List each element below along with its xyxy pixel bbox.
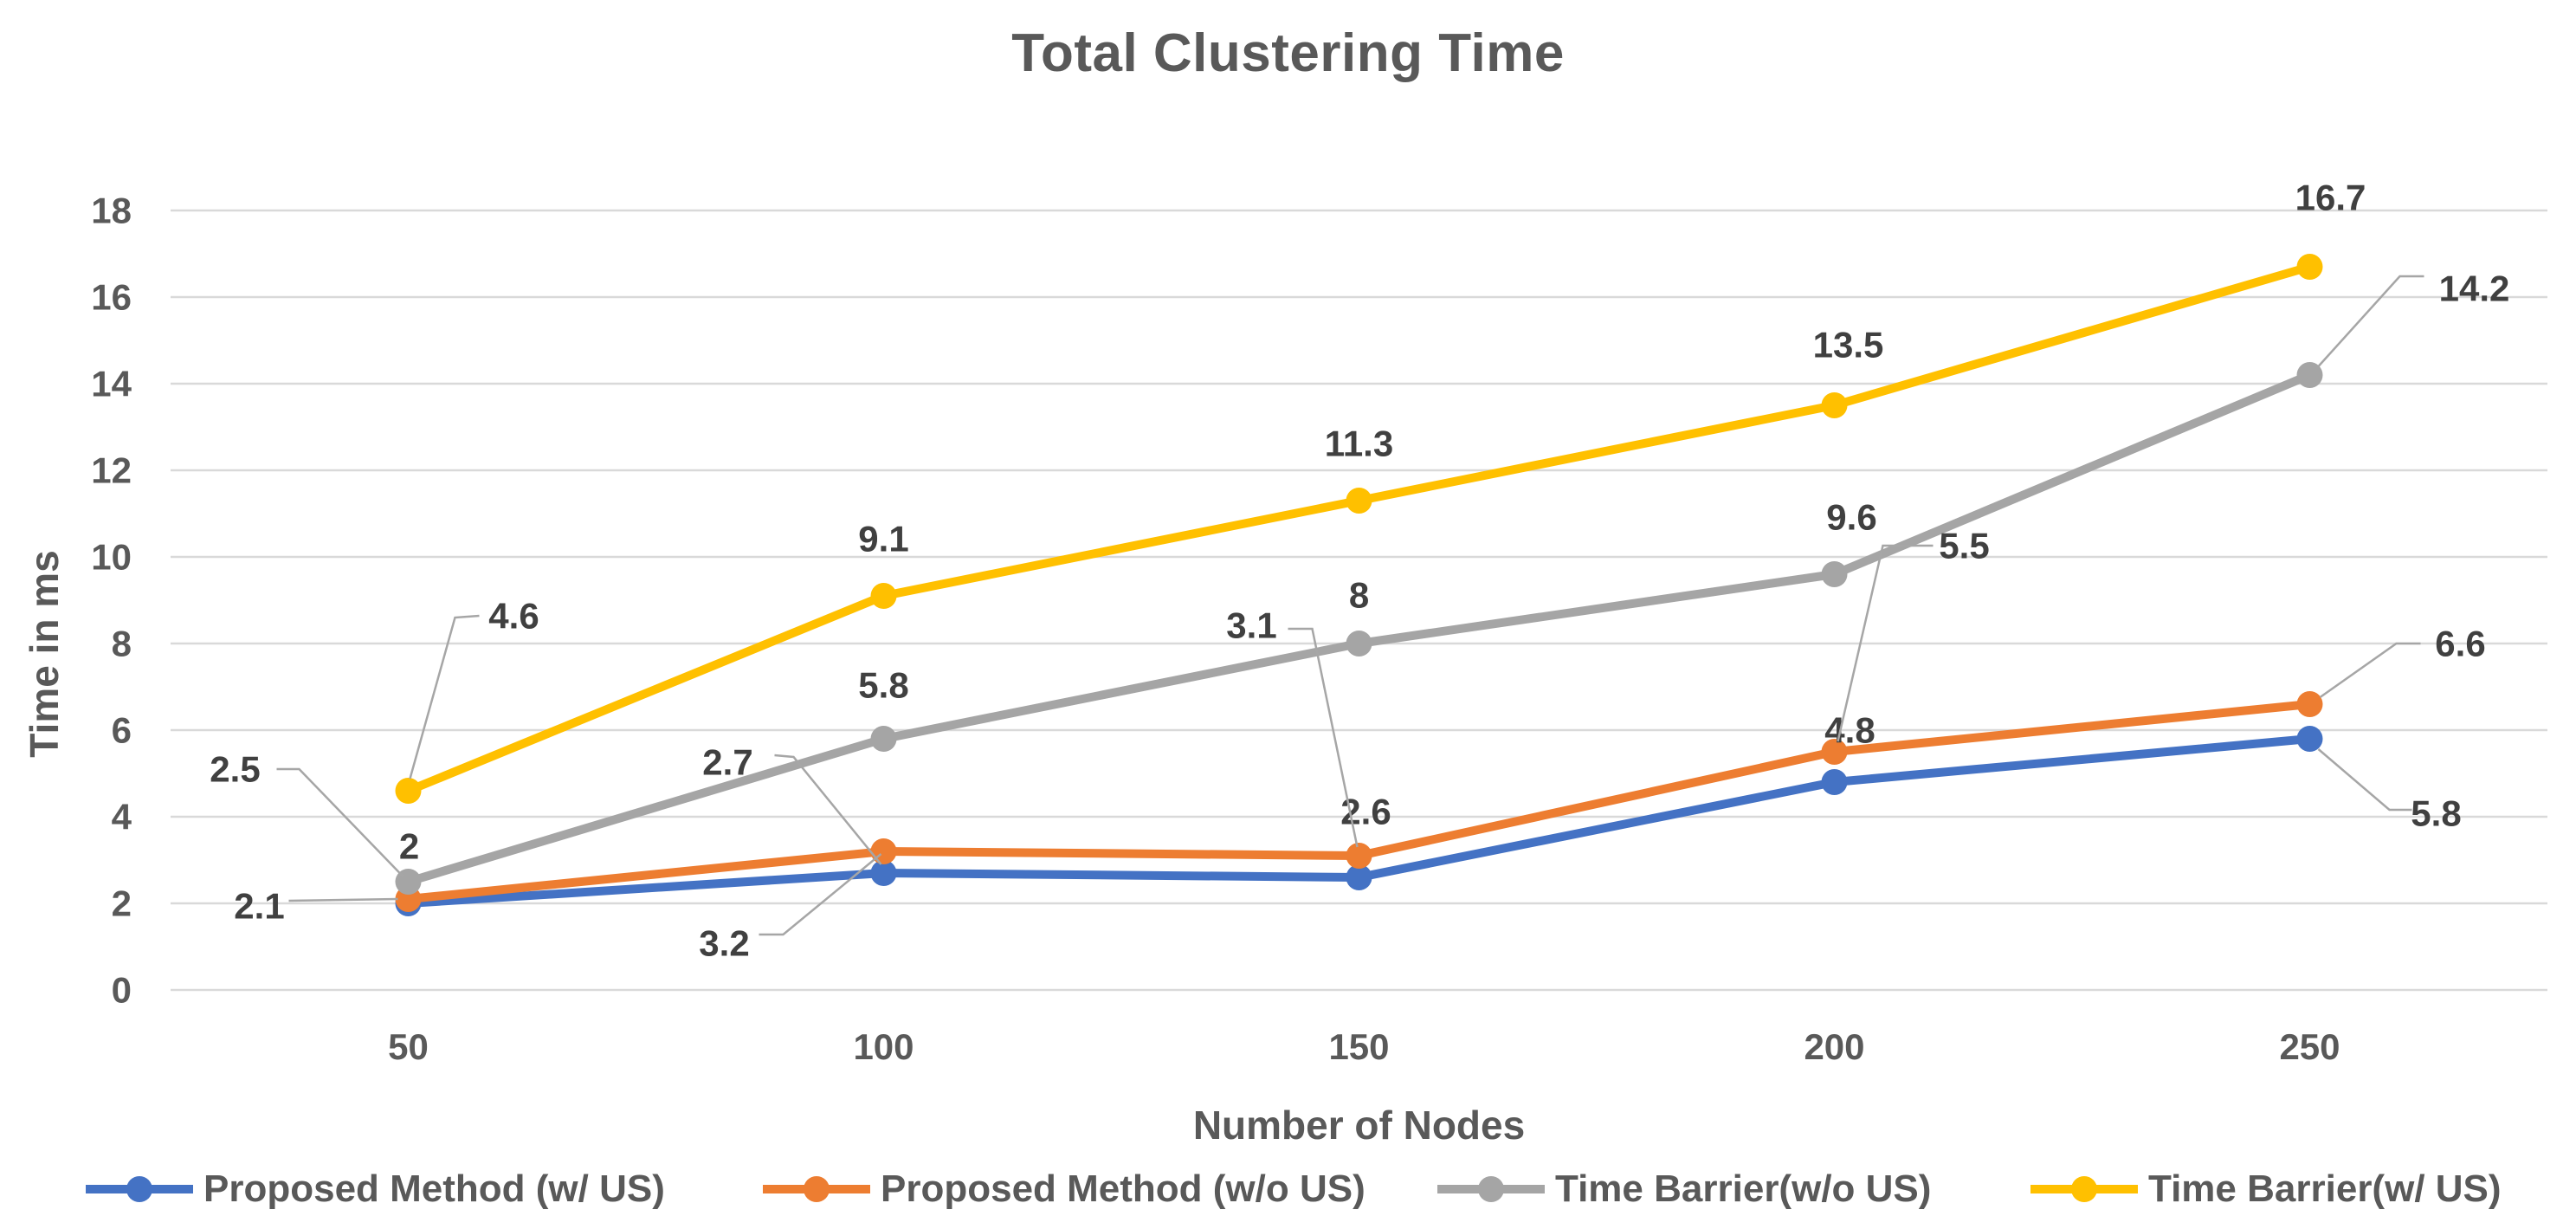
data-label-leader-proposed-method-w-us [2317,748,2412,812]
data-label-proposed-method-w-us: 2 [399,826,419,867]
data-point-proposed-method-w-us [1346,864,1372,890]
y-tick-label: 16 [91,277,132,318]
data-label-proposed-method-w-us: 4.8 [1824,710,1875,751]
x-tick-label: 100 [853,1026,914,1067]
data-label-leader-proposed-method-w-o-us [1837,544,1934,742]
data-label-proposed-method-w-us: 5.8 [2411,793,2461,834]
data-label-proposed-method-w-o-us: 2.1 [234,886,284,927]
data-label-proposed-method-w-o-us: 6.6 [2435,624,2485,664]
data-point-proposed-method-w-o-us [1346,843,1372,869]
y-tick-label: 2 [112,883,132,924]
data-label-time-barrier-w-o-us: 9.6 [1826,497,1876,538]
data-point-proposed-method-w-us [870,860,897,886]
data-label-leader-time-barrier-w-o-us [2317,275,2424,367]
x-tick-label: 150 [1328,1026,1389,1067]
data-label-time-barrier-w-o-us: 14.2 [2439,268,2510,309]
y-tick-label: 4 [112,797,132,838]
y-tick-label: 0 [112,970,132,1011]
data-label-time-barrier-w-o-us: 8 [1349,575,1369,616]
data-label-proposed-method-w-o-us: 3.2 [699,923,749,964]
data-label-proposed-method-w-o-us: 5.5 [1939,526,1989,566]
data-label-proposed-method-w-o-us: 3.1 [1226,605,1276,646]
data-label-time-barrier-w-us: 4.6 [488,596,539,637]
data-point-time-barrier-w-o-us [2296,362,2323,388]
data-point-time-barrier-w-o-us [870,726,897,752]
y-tick-label: 10 [91,537,132,578]
data-label-leader-proposed-method-w-o-us [1288,627,1359,848]
data-label-leader-proposed-method-w-o-us [759,853,882,936]
y-tick-label: 14 [91,364,132,404]
data-label-leader-time-barrier-w-us [409,614,480,779]
data-label-time-barrier-w-us: 11.3 [1325,424,1393,464]
data-label-leader-proposed-method-w-us [774,754,882,865]
data-label-leader-proposed-method-w-o-us [288,897,398,902]
data-point-proposed-method-w-o-us [1821,739,1848,765]
data-label-proposed-method-w-us: 2.6 [1340,792,1391,832]
data-point-proposed-method-w-us [1821,769,1848,795]
data-point-time-barrier-w-o-us [1346,631,1372,657]
data-label-proposed-method-w-us: 2.7 [702,742,752,783]
chart-title: Total Clustering Time [1011,23,1565,83]
data-point-time-barrier-w-us [2296,254,2323,280]
data-point-time-barrier-w-us [395,778,422,804]
series-line-time-barrier-w-us [404,262,2315,795]
data-label-leader-time-barrier-w-o-us [276,767,404,877]
x-axis-title: Number of Nodes [1192,1103,1526,1148]
data-label-leader-proposed-method-w-o-us [2319,642,2421,699]
data-point-proposed-method-w-o-us [2296,691,2323,717]
data-point-proposed-method-w-us [2296,726,2323,752]
data-label-time-barrier-w-o-us: 5.8 [858,665,908,706]
y-tick-label: 12 [91,450,132,491]
data-point-time-barrier-w-o-us [1821,561,1848,587]
y-tick-label: 8 [112,624,132,664]
y-tick-label: 18 [91,191,132,231]
data-point-time-barrier-w-us [870,583,897,609]
data-point-time-barrier-w-us [1821,392,1848,418]
y-tick-label: 6 [112,710,132,751]
x-tick-label: 200 [1804,1026,1864,1067]
x-tick-label: 250 [2279,1026,2340,1067]
x-tick-label: 50 [388,1026,429,1067]
data-point-time-barrier-w-us [1346,488,1372,514]
data-label-time-barrier-w-us: 9.1 [858,519,908,560]
y-axis-title: Time in ms [22,550,67,758]
data-label-time-barrier-w-us: 13.5 [1813,325,1884,365]
data-label-time-barrier-w-us: 16.7 [2295,178,2366,218]
data-label-time-barrier-w-o-us: 2.5 [210,749,260,790]
